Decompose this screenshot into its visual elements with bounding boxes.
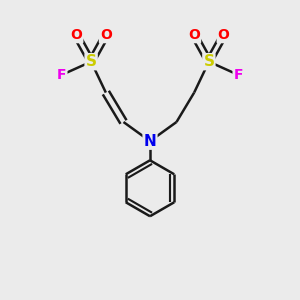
Text: O: O (100, 28, 112, 42)
Text: O: O (188, 28, 200, 42)
Text: O: O (218, 28, 230, 42)
Text: N: N (144, 134, 156, 149)
Text: S: S (203, 54, 214, 69)
Text: O: O (70, 28, 82, 42)
Text: F: F (57, 68, 66, 82)
Text: F: F (234, 68, 243, 82)
Text: S: S (85, 54, 97, 69)
